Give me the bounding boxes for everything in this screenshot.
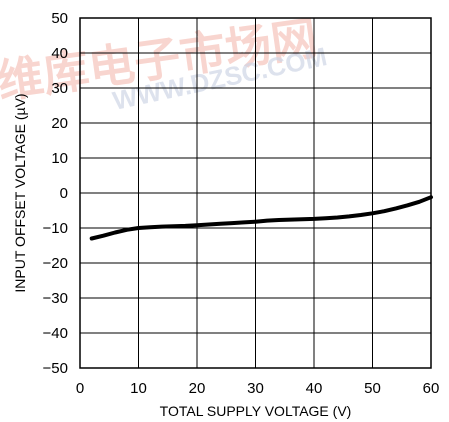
- y-tick-label: 20: [51, 115, 68, 132]
- y-tick-label: 0: [60, 185, 68, 202]
- series-line: [89, 195, 433, 241]
- x-axis-title: TOTAL SUPPLY VOLTAGE (V): [160, 403, 352, 419]
- y-axis-title: INPUT OFFSET VOLTAGE (µV): [12, 93, 28, 292]
- x-tick-label: 50: [364, 380, 381, 397]
- x-tick-label: 10: [130, 380, 147, 397]
- y-axis: 50 40 30 20 10 0 −10 −20 −30 −40 −50: [43, 10, 68, 377]
- watermark: 维库电子市场网 WWW.DZSC.COM: [0, 12, 330, 116]
- x-tick-label: 20: [189, 380, 206, 397]
- plot-frame: [79, 17, 432, 369]
- y-tick-label: −10: [43, 220, 68, 237]
- y-tick-label: −20: [43, 255, 68, 272]
- x-tick-label: 40: [306, 380, 323, 397]
- y-tick-label: −40: [43, 325, 68, 342]
- x-tick-label: 30: [247, 380, 264, 397]
- x-tick-label: 60: [423, 380, 440, 397]
- y-tick-label: 10: [51, 150, 68, 167]
- y-tick-label: 30: [51, 80, 68, 97]
- x-tick-label: 0: [76, 380, 84, 397]
- y-tick-label: −30: [43, 290, 68, 307]
- y-tick-label: 50: [51, 10, 68, 27]
- y-tick-label: −50: [43, 360, 68, 377]
- y-tick-label: 40: [51, 45, 68, 62]
- x-axis: 0 10 20 30 40 50 60: [76, 380, 440, 397]
